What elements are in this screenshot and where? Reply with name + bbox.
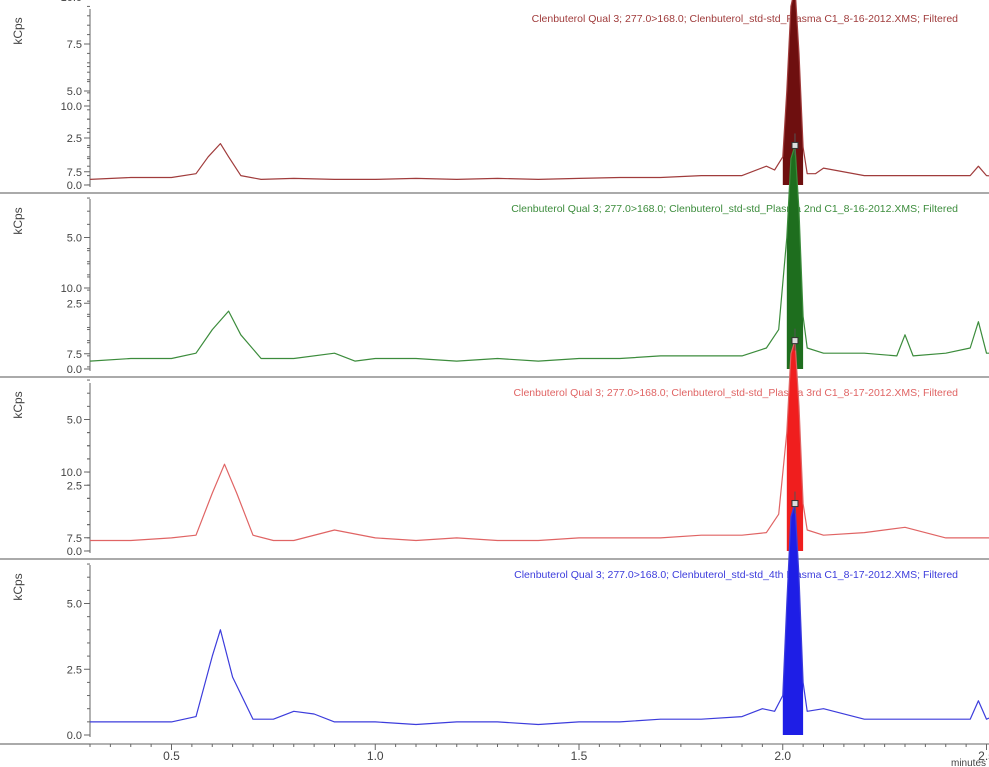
panel-3-y-tick-label: 5.0: [67, 415, 82, 427]
panel-2-trace: [89, 144, 989, 362]
panel-3-y-tick-label: 2.5: [67, 480, 82, 492]
panel-2-peak-marker: [791, 141, 799, 149]
x-axis-label: minutes: [951, 758, 986, 767]
panel-4-trace: [90, 503, 989, 726]
x-tick-label: 2.0: [774, 749, 791, 763]
panel-1-y-tick-label: 2.5: [67, 133, 82, 145]
panel-3-y-tick-label: 0.0: [67, 546, 82, 558]
panel-3-y-axis-label: kCps: [11, 391, 25, 418]
panel-1-title: Clenbuterol Qual 3; 277.0>168.0; Clenbut…: [532, 13, 959, 25]
panel-4-peak-marker: [791, 500, 799, 508]
panel-2-title: Clenbuterol Qual 3; 277.0>168.0; Clenbut…: [511, 203, 958, 215]
panel-1-y-tick-label: 5.0: [67, 86, 82, 98]
panel-3-peak-area: [786, 340, 804, 551]
panel-1-y-axis-label: kCps: [11, 17, 25, 44]
panel-4-y-tick-label: 0.0: [67, 730, 82, 742]
x-tick-label: 0.5: [163, 749, 180, 763]
panel-1-y-tick-label: 10.0: [61, 0, 82, 4]
panel-1-y-tick-label: 7.5: [67, 39, 82, 51]
panel-3-y-tick-label: 10.0: [61, 283, 82, 295]
x-tick-label: 2.5: [978, 749, 989, 763]
panel-3-title: Clenbuterol Qual 3; 277.0>168.0; Clenbut…: [514, 387, 959, 399]
x-tick-label: 1.0: [367, 749, 384, 763]
panel-1-y-tick-label: 0.0: [67, 180, 82, 192]
panel-3-y-tick-label: 7.5: [67, 349, 82, 361]
panel-2-y-tick-label: 2.5: [67, 298, 82, 310]
panel-2-y-tick-label: 10.0: [61, 101, 82, 113]
panel-2-y-axis-label: kCps: [11, 207, 25, 234]
panel-2-y-tick-label: 0.0: [67, 364, 82, 376]
x-tick-label: 1.5: [571, 749, 588, 763]
panel-4-title: Clenbuterol Qual 3; 277.0>168.0; Clenbut…: [514, 569, 958, 581]
panel-2-y-tick-label: 5.0: [67, 233, 82, 245]
panel-4-y-tick-label: 5.0: [67, 599, 82, 611]
panel-4-y-tick-label: 7.5: [67, 533, 82, 545]
panel-3-trace: [90, 340, 989, 542]
panel-3-peak-marker: [791, 337, 799, 345]
panel-4-y-tick-label: 10.0: [61, 467, 82, 479]
panel-1-trace: [89, 0, 989, 180]
panel-4-y-axis-label: kCps: [11, 573, 25, 600]
panel-4-y-tick-label: 2.5: [67, 664, 82, 676]
panel-2-y-tick-label: 7.5: [67, 167, 82, 179]
panel-2-peak-area: [786, 145, 804, 369]
